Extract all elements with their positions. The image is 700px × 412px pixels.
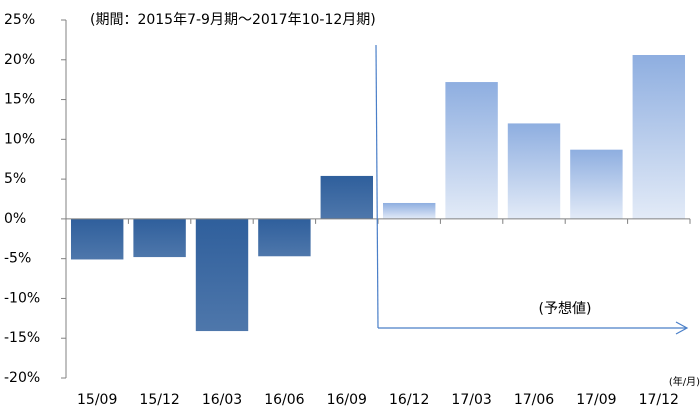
bar <box>195 218 249 332</box>
x-tick-label: 17/12 <box>639 392 679 408</box>
bar <box>320 175 374 219</box>
x-tick-label: 17/06 <box>514 392 554 408</box>
x-unit-label: (年/月) <box>669 375 700 388</box>
x-tick-label: 17/03 <box>451 392 491 408</box>
forecast-divider <box>375 44 379 329</box>
y-tick-label: -10% <box>4 290 40 306</box>
x-tick-label: 16/12 <box>389 392 429 408</box>
chart-subtitle: (期間：2015年7-9月期〜2017年10-12月期) <box>90 12 376 28</box>
x-tick-label: 17/09 <box>576 392 616 408</box>
bar <box>570 149 623 219</box>
bar <box>70 218 124 260</box>
bar <box>445 82 498 219</box>
bar <box>258 218 311 257</box>
x-tick-label: 15/12 <box>139 392 179 408</box>
y-tick-label: 10% <box>4 131 35 147</box>
bar <box>133 218 186 258</box>
x-tick-label: 16/03 <box>202 392 242 408</box>
y-tick-label: -5% <box>4 251 31 267</box>
y-tick-label: 20% <box>4 52 35 68</box>
x-tick-label: 16/06 <box>264 392 304 408</box>
bar <box>507 123 561 219</box>
y-tick-label: -20% <box>4 370 40 386</box>
bar <box>382 202 436 219</box>
arrow-head <box>675 321 689 335</box>
x-tick-label: 16/09 <box>327 392 367 408</box>
y-tick-label: 0% <box>4 211 26 227</box>
y-tick-label: 15% <box>4 92 35 108</box>
x-tick-label: 15/09 <box>77 392 117 408</box>
bar <box>632 55 686 219</box>
y-tick-label: 5% <box>4 171 26 187</box>
annotation: (予想値) <box>539 301 592 317</box>
y-tick-label: 25% <box>4 12 35 28</box>
y-tick-label: -15% <box>4 330 40 346</box>
